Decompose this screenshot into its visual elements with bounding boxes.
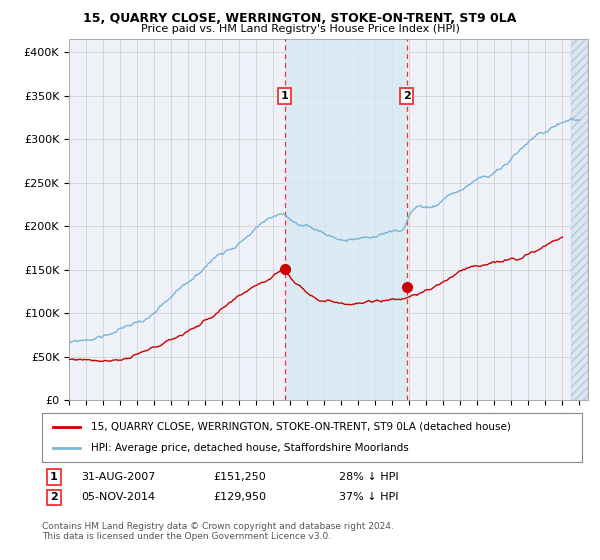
- Text: 28% ↓ HPI: 28% ↓ HPI: [339, 472, 398, 482]
- Text: 31-AUG-2007: 31-AUG-2007: [81, 472, 155, 482]
- Text: £129,950: £129,950: [213, 492, 266, 502]
- Bar: [284, 39, 407, 400]
- Bar: [571, 39, 588, 400]
- Text: 2: 2: [403, 91, 410, 101]
- Text: 05-NOV-2014: 05-NOV-2014: [81, 492, 155, 502]
- Text: 1: 1: [281, 91, 289, 101]
- Text: £151,250: £151,250: [213, 472, 266, 482]
- Text: Price paid vs. HM Land Registry's House Price Index (HPI): Price paid vs. HM Land Registry's House …: [140, 24, 460, 34]
- Text: Contains HM Land Registry data © Crown copyright and database right 2024.
This d: Contains HM Land Registry data © Crown c…: [42, 522, 394, 542]
- Text: 15, QUARRY CLOSE, WERRINGTON, STOKE-ON-TRENT, ST9 0LA: 15, QUARRY CLOSE, WERRINGTON, STOKE-ON-T…: [83, 12, 517, 25]
- Text: HPI: Average price, detached house, Staffordshire Moorlands: HPI: Average price, detached house, Staf…: [91, 443, 409, 453]
- Text: 37% ↓ HPI: 37% ↓ HPI: [339, 492, 398, 502]
- Text: 2: 2: [50, 492, 58, 502]
- FancyBboxPatch shape: [42, 413, 582, 462]
- Text: 15, QUARRY CLOSE, WERRINGTON, STOKE-ON-TRENT, ST9 0LA (detached house): 15, QUARRY CLOSE, WERRINGTON, STOKE-ON-T…: [91, 422, 511, 432]
- Text: 1: 1: [50, 472, 58, 482]
